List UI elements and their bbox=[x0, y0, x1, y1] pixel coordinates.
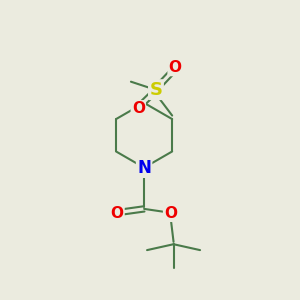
Text: O: O bbox=[110, 206, 124, 221]
Text: O: O bbox=[164, 206, 177, 221]
Text: N: N bbox=[137, 159, 151, 177]
Text: O: O bbox=[169, 60, 182, 75]
Text: S: S bbox=[149, 81, 163, 99]
Text: O: O bbox=[132, 101, 145, 116]
